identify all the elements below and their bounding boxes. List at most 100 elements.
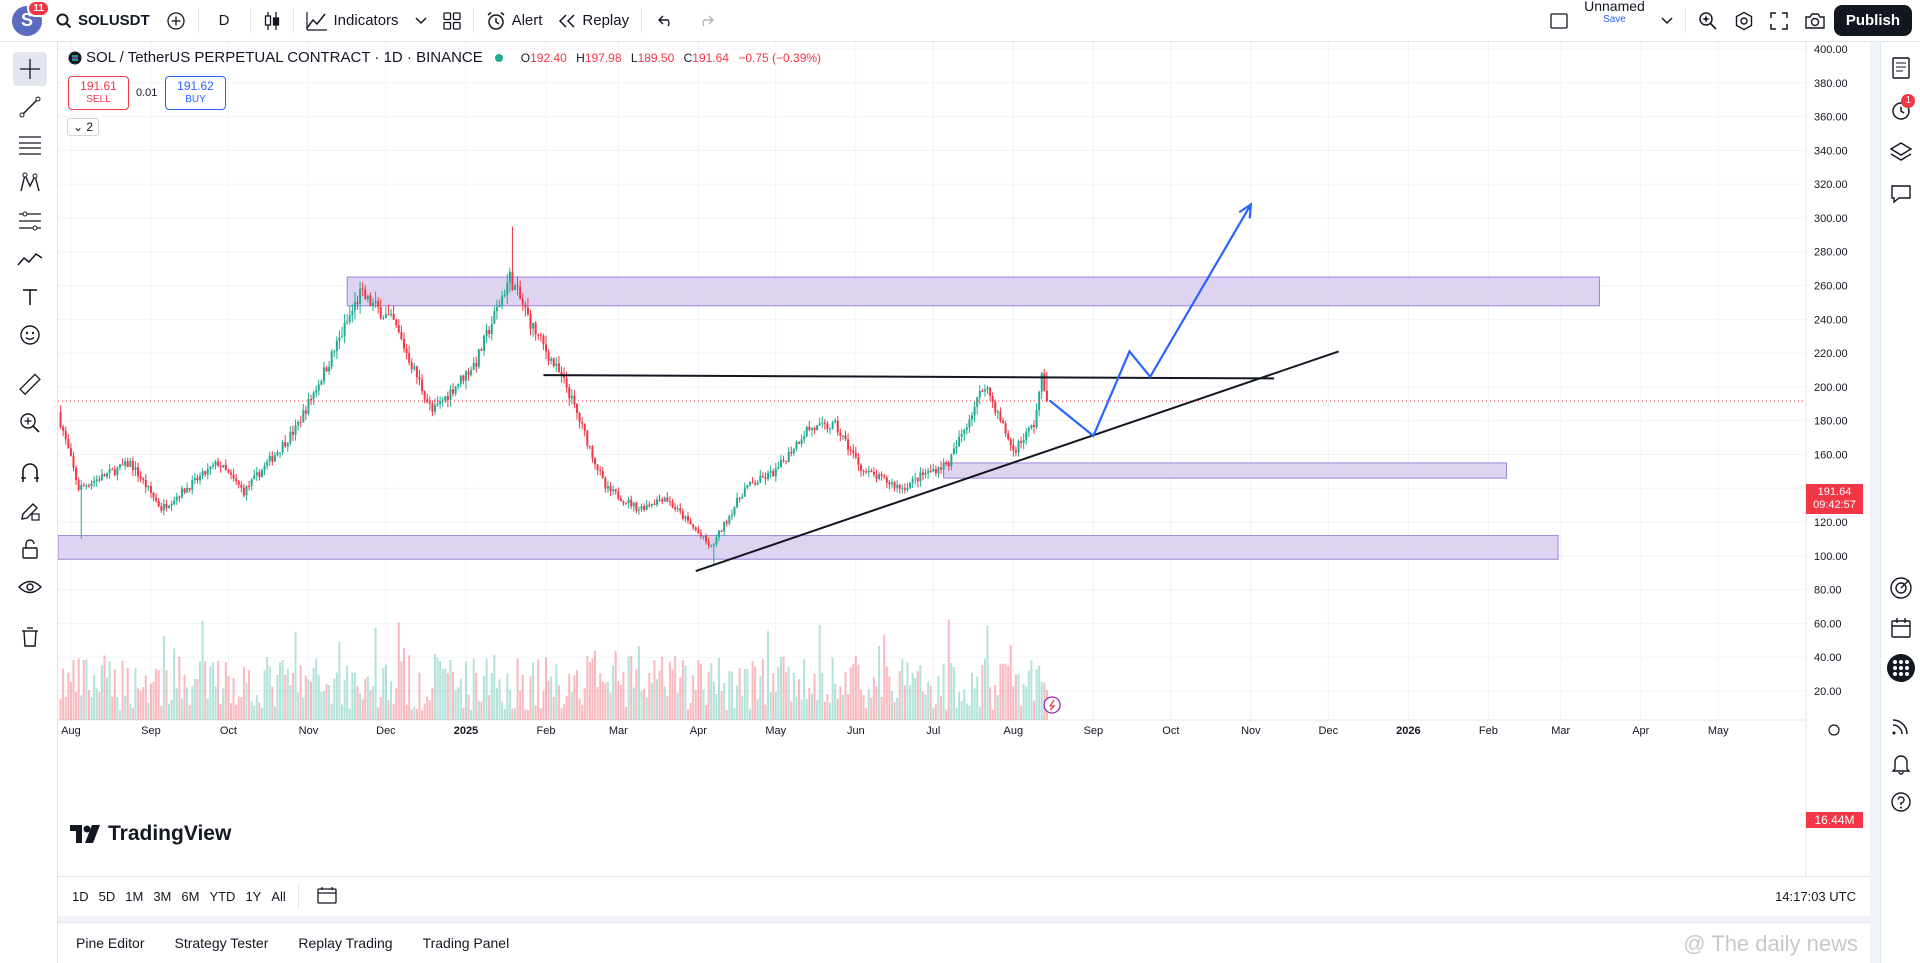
candle-body [803, 436, 806, 440]
help-button[interactable] [1885, 786, 1917, 818]
range-button-6m[interactable]: 6M [181, 889, 200, 904]
quick-search-button[interactable] [1690, 0, 1726, 42]
volume-bar [955, 707, 958, 720]
volume-bar [544, 657, 547, 720]
tab-pine-editor[interactable]: Pine Editor [76, 935, 145, 951]
tab-trading-panel[interactable]: Trading Panel [422, 935, 510, 951]
volume-bar [271, 686, 274, 720]
tradingview-logo[interactable]: TradingView [70, 822, 231, 846]
watchlist-button[interactable] [1885, 52, 1917, 84]
magnet-tool[interactable] [13, 456, 47, 490]
axis-settings-gear-icon[interactable] [1828, 724, 1840, 736]
candle-body [312, 392, 315, 400]
candle-body [80, 485, 83, 490]
volume-bar [746, 668, 749, 720]
volume-bar [841, 694, 844, 720]
data-window-button[interactable] [1885, 710, 1917, 742]
object-tree-button[interactable] [1885, 136, 1917, 168]
hide-drawings-tool[interactable] [13, 570, 47, 604]
range-button-5d[interactable]: 5D [98, 889, 116, 904]
trendline-tool[interactable] [13, 90, 47, 124]
layout-dropdown[interactable] [1653, 0, 1681, 42]
ideas-button[interactable] [1885, 572, 1917, 604]
price-tick-label: 300.00 [1814, 213, 1848, 225]
series-title[interactable]: SOL / TetherUS PERPETUAL CONTRACT · 1D ·… [86, 49, 483, 66]
interval-button[interactable]: D [203, 0, 246, 42]
publish-button[interactable]: Publish [1833, 5, 1912, 36]
redo-button[interactable] [686, 0, 726, 42]
products-button[interactable] [1885, 652, 1917, 684]
alerts-button[interactable]: 1 [1885, 94, 1917, 126]
fib-tool[interactable] [13, 128, 47, 162]
sell-button[interactable]: 191.61 SELL [68, 76, 129, 110]
range-button-3m[interactable]: 3M [153, 889, 172, 904]
candle-body [361, 288, 364, 290]
candle-body [258, 472, 261, 478]
chart-area[interactable]: 20.0040.0060.0080.00100.00120.00140.0016… [58, 42, 1870, 876]
text-tool[interactable] [13, 280, 47, 314]
chats-button[interactable] [1885, 178, 1917, 210]
candle-body [405, 348, 408, 354]
volume-bar [940, 696, 943, 720]
candle-body [77, 479, 80, 490]
indicators-dropdown[interactable] [407, 0, 435, 42]
emoji-tool[interactable] [13, 318, 47, 352]
range-button-all[interactable]: All [271, 889, 286, 904]
target-icon [1890, 577, 1912, 599]
range-button-1d[interactable]: 1D [72, 889, 89, 904]
candle-body [996, 411, 999, 413]
candle-body [426, 399, 429, 402]
candle-body [297, 421, 300, 426]
candle-body [563, 374, 566, 379]
indicators-button[interactable]: Indicators [298, 0, 407, 42]
candle-body [805, 426, 808, 437]
pattern-tool[interactable] [13, 166, 47, 200]
range-button-ytd[interactable]: YTD [209, 889, 236, 904]
tab-strategy-tester[interactable]: Strategy Tester [174, 935, 269, 951]
settings-button[interactable] [1726, 0, 1762, 42]
volume-bar [1014, 675, 1017, 720]
symbol-search-button[interactable]: SOLUSDT [48, 0, 158, 42]
layout-button[interactable] [1542, 0, 1576, 42]
volume-bar [439, 661, 442, 720]
candle-body [945, 463, 948, 465]
buy-button[interactable]: 191.62 BUY [165, 76, 226, 110]
brush-tool[interactable] [13, 242, 47, 276]
zoom-tool[interactable] [13, 406, 47, 440]
indicators-collapse-button[interactable]: ⌄ 2 [67, 118, 100, 136]
notifications-button[interactable] [1885, 748, 1917, 780]
snapshot-button[interactable] [1796, 0, 1834, 42]
volume-bar [142, 686, 145, 720]
calendar-button[interactable] [1885, 612, 1917, 644]
tab-replay-trading[interactable]: Replay Trading [298, 935, 393, 951]
user-avatar[interactable]: S 11 [12, 0, 50, 36]
stay-drawing-tool[interactable] [13, 494, 47, 528]
lock-drawings-tool[interactable] [13, 532, 47, 566]
volume-bar [813, 673, 816, 720]
remove-drawings-tool[interactable] [13, 620, 47, 654]
templates-button[interactable] [435, 0, 469, 42]
undo-button[interactable] [646, 0, 686, 42]
layout-name-button[interactable]: Unnamed Save [1576, 0, 1653, 42]
volume-bar [240, 697, 243, 720]
utc-clock[interactable]: 14:17:03 UTC [1775, 889, 1856, 904]
volume-bar [93, 675, 96, 720]
price-chart[interactable]: 20.0040.0060.0080.00100.00120.00140.0016… [58, 42, 1870, 876]
goto-date-button[interactable] [313, 882, 341, 911]
range-button-1m[interactable]: 1M [125, 889, 144, 904]
candle-body [204, 471, 207, 475]
measure-tool[interactable] [13, 368, 47, 402]
range-button-1y[interactable]: 1Y [245, 889, 262, 904]
compare-symbol-button[interactable] [158, 0, 194, 42]
volume-bar [929, 685, 932, 720]
alert-button[interactable]: Alert [478, 0, 551, 42]
fullscreen-button[interactable] [1762, 0, 1796, 42]
volume-bar [134, 668, 137, 720]
chart-type-button[interactable] [255, 0, 289, 42]
volume-bar [854, 656, 857, 720]
prediction-tool[interactable] [13, 204, 47, 238]
crosshair-tool[interactable] [13, 52, 47, 86]
volume-bar [563, 703, 566, 720]
replay-button[interactable]: Replay [550, 0, 637, 42]
time-tick-label: Dec [376, 725, 396, 737]
